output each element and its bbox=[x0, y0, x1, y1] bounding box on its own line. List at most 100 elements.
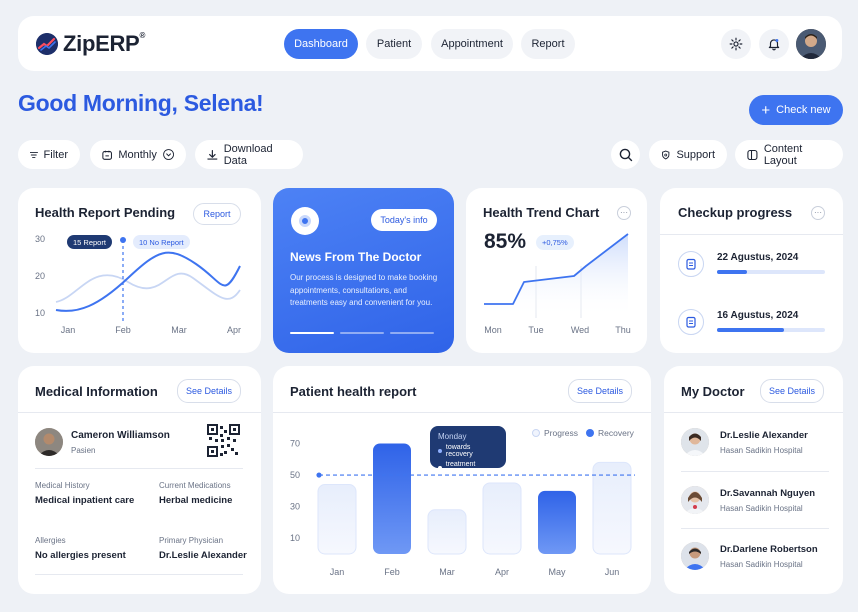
health-trend-card: Health Trend Chart ··· 85% +0,75% Mon Tu… bbox=[466, 188, 647, 353]
series-line-secondary bbox=[55, 272, 241, 303]
bar-progress bbox=[592, 461, 632, 555]
y-tick-label: 30 bbox=[35, 234, 45, 244]
download-icon bbox=[207, 149, 218, 160]
report-button[interactable]: Report bbox=[193, 203, 241, 225]
series-line-primary bbox=[55, 251, 241, 312]
carousel-indicator[interactable] bbox=[340, 332, 384, 334]
checkup-progress-bar bbox=[717, 328, 825, 332]
divider bbox=[273, 412, 651, 413]
news-card[interactable]: Today's info News From The Doctor Our pr… bbox=[273, 188, 454, 353]
qr-code-icon[interactable] bbox=[207, 424, 240, 457]
more-icon[interactable]: ··· bbox=[811, 206, 825, 220]
primary-physician-value: Dr.Leslie Alexander bbox=[159, 550, 247, 561]
doctor-hospital: Hasan Sadikin Hospital bbox=[720, 446, 803, 455]
health-report-card: Health Report Pending Report 30 20 10 Ja… bbox=[18, 188, 261, 353]
carousel-indicator-active[interactable] bbox=[290, 332, 334, 334]
trend-delta-badge: +0,75% bbox=[536, 235, 574, 250]
x-tick-label: Jun bbox=[605, 567, 620, 577]
no-report-badge: 10 No Report bbox=[133, 235, 190, 249]
search-icon bbox=[619, 148, 632, 161]
legend-progress[interactable]: Progress bbox=[532, 428, 578, 438]
medical-history-label: Medical History bbox=[35, 481, 90, 490]
y-tick-label: 10 bbox=[290, 533, 300, 543]
doctor-name: Dr.Darlene Robertson bbox=[720, 544, 818, 555]
patient-avatar bbox=[35, 428, 63, 456]
news-title: News From The Doctor bbox=[290, 250, 422, 264]
nav-report[interactable]: Report bbox=[521, 29, 575, 59]
logo-icon bbox=[36, 33, 58, 55]
content-layout-button[interactable]: Content Layout bbox=[735, 140, 843, 169]
search-button[interactable] bbox=[611, 140, 640, 169]
logo-text: ZipERP® bbox=[63, 31, 146, 56]
divider bbox=[660, 234, 843, 235]
report-count-badge: 15 Report bbox=[67, 235, 112, 249]
x-tick-label: Tue bbox=[528, 325, 543, 335]
x-tick-label: Apr bbox=[495, 567, 509, 577]
content-layout-label: Content Layout bbox=[763, 142, 803, 167]
layout-icon bbox=[747, 149, 758, 160]
legend-recovery[interactable]: Recovery bbox=[586, 428, 634, 438]
monthly-label: Monthly bbox=[118, 148, 157, 161]
divider bbox=[35, 468, 243, 469]
carousel-indicator[interactable] bbox=[390, 332, 434, 334]
doctor-list-item[interactable]: Dr.Leslie Alexander Hasan Sadikin Hospit… bbox=[664, 422, 843, 472]
see-details-button[interactable]: See Details bbox=[760, 379, 824, 403]
user-avatar[interactable] bbox=[796, 29, 826, 59]
checkup-date: 16 Agustus, 2024 bbox=[717, 310, 799, 321]
notifications-button[interactable] bbox=[759, 29, 789, 59]
tooltip-line: treatment process bbox=[438, 461, 498, 475]
more-icon[interactable]: ··· bbox=[617, 206, 631, 220]
x-tick-label: May bbox=[548, 567, 566, 577]
doctor-hospital: Hasan Sadikin Hospital bbox=[720, 504, 803, 513]
focus-point bbox=[120, 237, 126, 243]
checkup-progress-card: Checkup progress ··· 22 Agustus, 2024 16… bbox=[660, 188, 843, 353]
filter-label: Filter bbox=[43, 148, 68, 161]
x-tick-label: Jan bbox=[330, 567, 345, 577]
nav-patient[interactable]: Patient bbox=[366, 29, 422, 59]
doctor-avatar bbox=[681, 428, 709, 456]
calendar-icon bbox=[102, 150, 112, 160]
bell-icon bbox=[768, 39, 780, 51]
support-button[interactable]: Support bbox=[649, 140, 727, 169]
trend-chart: Mon Tue Wed Thu bbox=[484, 233, 631, 335]
divider bbox=[681, 471, 829, 472]
my-doctor-card: My Doctor See Details Dr.Leslie Alexande… bbox=[664, 366, 843, 594]
doctor-avatar bbox=[681, 542, 709, 570]
divider bbox=[681, 528, 829, 529]
y-tick-label: 50 bbox=[290, 470, 300, 480]
filter-icon bbox=[30, 151, 38, 158]
see-details-button[interactable]: See Details bbox=[568, 379, 632, 403]
see-details-button[interactable]: See Details bbox=[177, 379, 241, 403]
monthly-select[interactable]: Monthly bbox=[90, 140, 186, 169]
doctor-hospital: Hasan Sadikin Hospital bbox=[720, 560, 803, 569]
x-tick-label: Mar bbox=[171, 325, 187, 335]
trend-line bbox=[484, 233, 629, 305]
my-doctor-title: My Doctor bbox=[681, 384, 745, 399]
news-body: Our process is designed to make booking … bbox=[290, 273, 438, 307]
gear-icon bbox=[729, 37, 743, 51]
allergies-label: Allergies bbox=[35, 536, 66, 545]
nav-dashboard[interactable]: Dashboard bbox=[284, 29, 358, 59]
clipboard-icon bbox=[678, 309, 704, 335]
check-new-button[interactable]: + Check new bbox=[749, 95, 843, 125]
checkup-title: Checkup progress bbox=[678, 205, 793, 220]
todays-info-badge[interactable]: Today's info bbox=[371, 209, 437, 231]
x-tick-label: Feb bbox=[384, 567, 400, 577]
settings-button[interactable] bbox=[721, 29, 751, 59]
y-tick-label: 20 bbox=[35, 271, 45, 281]
doctor-name: Dr.Savannah Nguyen bbox=[720, 488, 816, 499]
doctor-list-item[interactable]: Dr.Darlene Robertson Hasan Sadikin Hospi… bbox=[664, 536, 843, 586]
doctor-list-item[interactable]: Dr.Savannah Nguyen Hasan Sadikin Hospita… bbox=[664, 480, 843, 530]
trend-value: 85% bbox=[484, 230, 527, 253]
nav-appointment[interactable]: Appointment bbox=[431, 29, 513, 59]
filter-button[interactable]: Filter bbox=[18, 140, 80, 169]
medical-history-value: Medical inpatient care bbox=[35, 495, 135, 506]
doctor-name: Dr.Leslie Alexander bbox=[720, 430, 808, 441]
allergies-value: No allergies present bbox=[35, 550, 126, 561]
download-data-button[interactable]: Download Data bbox=[195, 140, 303, 169]
logo[interactable]: ZipERP® bbox=[36, 31, 145, 57]
health-trend-title: Health Trend Chart bbox=[483, 205, 600, 220]
patient-report-title: Patient health report bbox=[290, 384, 417, 399]
legend-label: Recovery bbox=[598, 428, 634, 438]
bar-progress bbox=[427, 509, 467, 555]
